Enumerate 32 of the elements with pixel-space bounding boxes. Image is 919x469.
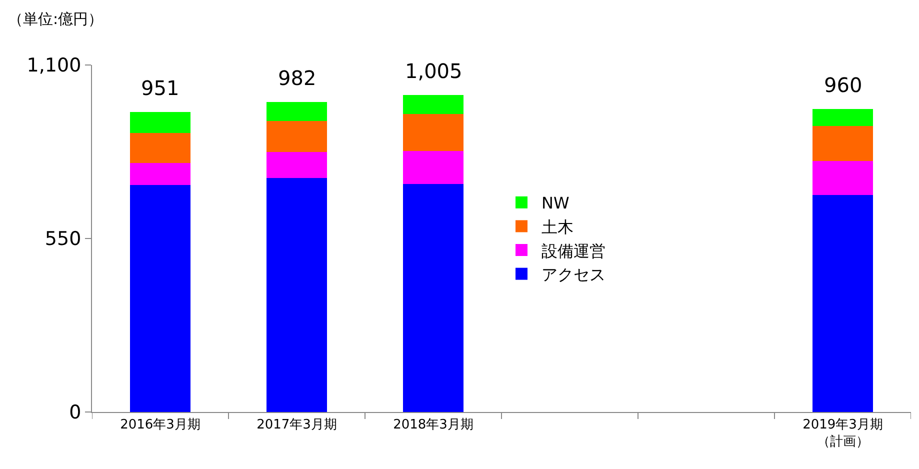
bar	[130, 163, 190, 185]
total-label: 1,005	[405, 59, 462, 83]
y-tick-label: 1,100	[26, 54, 82, 77]
legend-label: アクセス	[542, 265, 606, 284]
legend-label: 設備運営	[542, 241, 606, 260]
bar	[812, 194, 873, 412]
bar	[130, 112, 190, 134]
x-tick-label: 2017年3月期	[256, 418, 337, 433]
bar	[403, 151, 464, 184]
bar	[266, 152, 327, 178]
x-tick-label: 2019年3月期（計画）	[802, 418, 883, 450]
legend-label: NW	[542, 194, 570, 213]
y-tick-label: 0	[69, 402, 82, 424]
bar	[266, 178, 327, 412]
y-tick-label: 550	[44, 228, 82, 250]
x-tick-label: 2018年3月期	[393, 418, 474, 433]
x-tick-label: 2016年3月期	[120, 418, 200, 433]
total-label: 951	[141, 76, 180, 100]
bar	[403, 184, 464, 412]
bar	[403, 114, 464, 152]
bar	[812, 109, 873, 126]
total-label: 960	[824, 73, 862, 97]
legend-label: 土木	[542, 217, 574, 236]
bar	[266, 121, 327, 152]
bar	[130, 184, 190, 412]
bar	[812, 126, 873, 161]
total-label: 982	[278, 66, 316, 90]
bar	[130, 133, 190, 164]
bar	[403, 94, 464, 114]
bar	[266, 102, 327, 122]
y-axis-title: （単位:億円）	[8, 10, 104, 28]
bar	[812, 160, 873, 195]
